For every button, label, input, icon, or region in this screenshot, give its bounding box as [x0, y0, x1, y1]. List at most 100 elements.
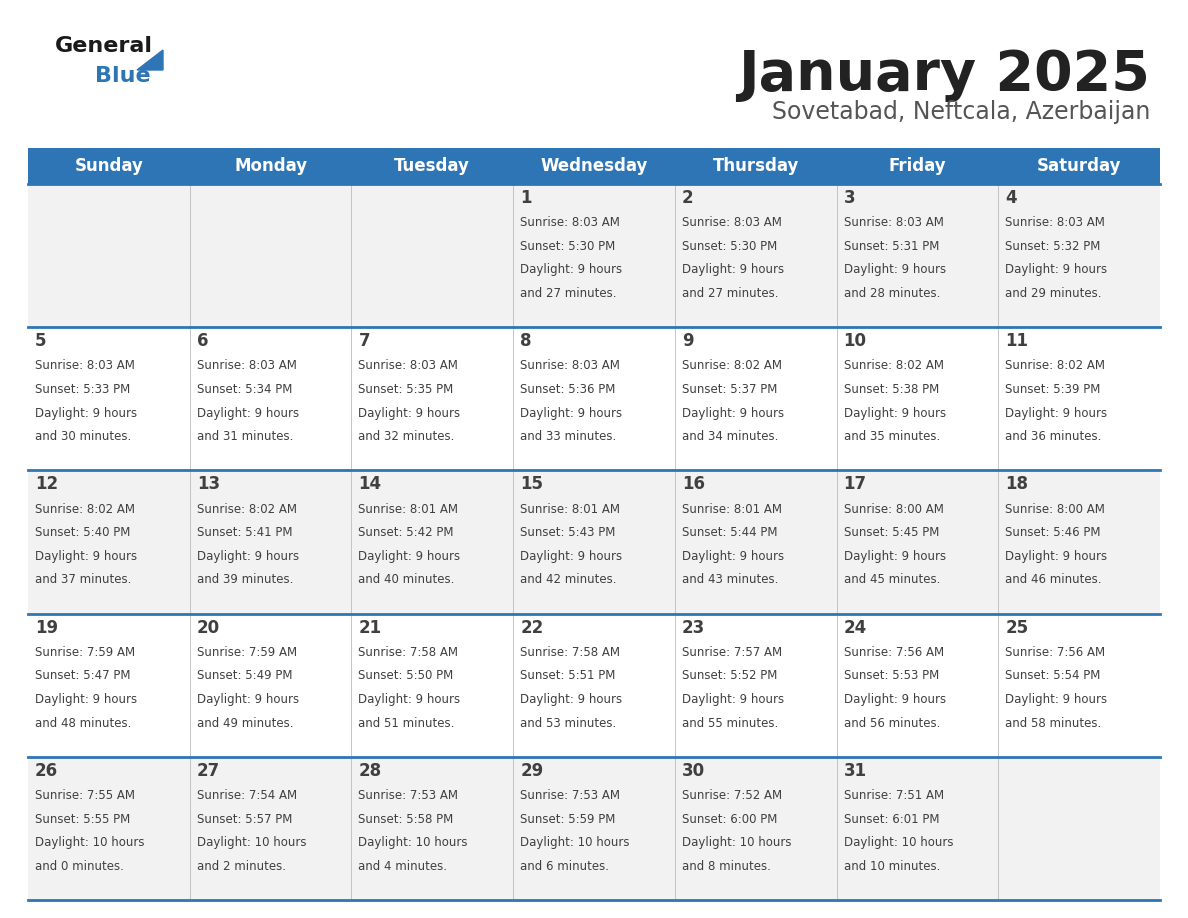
Text: and 31 minutes.: and 31 minutes.	[197, 431, 293, 443]
Text: Sunrise: 8:03 AM: Sunrise: 8:03 AM	[520, 360, 620, 373]
Text: Sunrise: 8:03 AM: Sunrise: 8:03 AM	[359, 360, 459, 373]
Text: 20: 20	[197, 619, 220, 636]
Text: 22: 22	[520, 619, 543, 636]
Text: 5: 5	[34, 332, 46, 350]
Text: Daylight: 9 hours: Daylight: 9 hours	[520, 550, 623, 563]
Text: and 28 minutes.: and 28 minutes.	[843, 287, 940, 300]
Text: Sunset: 5:58 PM: Sunset: 5:58 PM	[359, 812, 454, 825]
Text: Daylight: 9 hours: Daylight: 9 hours	[682, 550, 784, 563]
Text: 10: 10	[843, 332, 866, 350]
Text: Sunrise: 8:02 AM: Sunrise: 8:02 AM	[1005, 360, 1105, 373]
Text: Sunset: 5:36 PM: Sunset: 5:36 PM	[520, 383, 615, 396]
Text: and 2 minutes.: and 2 minutes.	[197, 860, 286, 873]
Text: Sunset: 5:30 PM: Sunset: 5:30 PM	[520, 240, 615, 252]
Text: Sunset: 6:00 PM: Sunset: 6:00 PM	[682, 812, 777, 825]
Text: Sunrise: 7:58 AM: Sunrise: 7:58 AM	[520, 645, 620, 659]
Text: Daylight: 9 hours: Daylight: 9 hours	[843, 407, 946, 420]
Text: Friday: Friday	[889, 157, 946, 175]
Text: 18: 18	[1005, 476, 1029, 493]
Text: Tuesday: Tuesday	[394, 157, 470, 175]
Bar	[29, 613, 1159, 756]
Text: Daylight: 9 hours: Daylight: 9 hours	[520, 263, 623, 276]
Text: Sunset: 5:52 PM: Sunset: 5:52 PM	[682, 669, 777, 682]
Text: Monday: Monday	[234, 157, 308, 175]
Text: 12: 12	[34, 476, 58, 493]
Text: and 36 minutes.: and 36 minutes.	[1005, 431, 1101, 443]
Text: Sunrise: 7:58 AM: Sunrise: 7:58 AM	[359, 645, 459, 659]
Text: and 30 minutes.: and 30 minutes.	[34, 431, 131, 443]
Text: Sunset: 5:45 PM: Sunset: 5:45 PM	[843, 526, 939, 539]
Text: Sunrise: 7:57 AM: Sunrise: 7:57 AM	[682, 645, 782, 659]
Text: Daylight: 9 hours: Daylight: 9 hours	[197, 407, 299, 420]
Bar	[29, 327, 1159, 470]
Text: Sunday: Sunday	[75, 157, 144, 175]
Text: Daylight: 10 hours: Daylight: 10 hours	[34, 836, 145, 849]
Text: 2: 2	[682, 189, 694, 207]
Text: and 4 minutes.: and 4 minutes.	[359, 860, 448, 873]
Text: Sunrise: 7:54 AM: Sunrise: 7:54 AM	[197, 789, 297, 802]
Text: 26: 26	[34, 762, 58, 779]
Text: Sunset: 5:30 PM: Sunset: 5:30 PM	[682, 240, 777, 252]
Text: and 49 minutes.: and 49 minutes.	[197, 717, 293, 730]
Text: Sunset: 5:59 PM: Sunset: 5:59 PM	[520, 812, 615, 825]
Text: 28: 28	[359, 762, 381, 779]
Text: Sunset: 5:51 PM: Sunset: 5:51 PM	[520, 669, 615, 682]
Text: Sunrise: 8:03 AM: Sunrise: 8:03 AM	[843, 217, 943, 230]
Text: 25: 25	[1005, 619, 1029, 636]
Text: 23: 23	[682, 619, 706, 636]
Text: Daylight: 9 hours: Daylight: 9 hours	[1005, 693, 1107, 706]
Text: Daylight: 9 hours: Daylight: 9 hours	[1005, 263, 1107, 276]
Text: Daylight: 10 hours: Daylight: 10 hours	[197, 836, 307, 849]
Text: 14: 14	[359, 476, 381, 493]
Text: Sunrise: 8:02 AM: Sunrise: 8:02 AM	[197, 503, 297, 516]
Text: Sunrise: 7:51 AM: Sunrise: 7:51 AM	[843, 789, 943, 802]
Text: Thursday: Thursday	[713, 157, 798, 175]
Text: Sunset: 5:35 PM: Sunset: 5:35 PM	[359, 383, 454, 396]
Text: and 8 minutes.: and 8 minutes.	[682, 860, 771, 873]
Text: and 43 minutes.: and 43 minutes.	[682, 574, 778, 587]
Text: Sunrise: 8:03 AM: Sunrise: 8:03 AM	[34, 360, 135, 373]
Text: Sunrise: 7:56 AM: Sunrise: 7:56 AM	[843, 645, 943, 659]
Text: and 46 minutes.: and 46 minutes.	[1005, 574, 1101, 587]
Text: 13: 13	[197, 476, 220, 493]
Text: 27: 27	[197, 762, 220, 779]
Text: 6: 6	[197, 332, 208, 350]
Text: Sunset: 5:41 PM: Sunset: 5:41 PM	[197, 526, 292, 539]
Text: 16: 16	[682, 476, 704, 493]
Text: 19: 19	[34, 619, 58, 636]
Text: Daylight: 10 hours: Daylight: 10 hours	[520, 836, 630, 849]
Text: Daylight: 9 hours: Daylight: 9 hours	[682, 407, 784, 420]
Text: Sunrise: 7:59 AM: Sunrise: 7:59 AM	[197, 645, 297, 659]
Bar	[29, 148, 1159, 184]
Text: Sunset: 5:39 PM: Sunset: 5:39 PM	[1005, 383, 1100, 396]
Text: and 39 minutes.: and 39 minutes.	[197, 574, 293, 587]
Text: Daylight: 9 hours: Daylight: 9 hours	[682, 693, 784, 706]
Text: Sunrise: 8:02 AM: Sunrise: 8:02 AM	[682, 360, 782, 373]
Text: General: General	[55, 36, 153, 56]
Text: Sunrise: 7:53 AM: Sunrise: 7:53 AM	[359, 789, 459, 802]
Text: Sunset: 5:43 PM: Sunset: 5:43 PM	[520, 526, 615, 539]
Text: Sunrise: 8:02 AM: Sunrise: 8:02 AM	[843, 360, 943, 373]
Text: Sunrise: 8:00 AM: Sunrise: 8:00 AM	[1005, 503, 1105, 516]
Text: Sunrise: 8:03 AM: Sunrise: 8:03 AM	[682, 217, 782, 230]
Text: Sunset: 5:34 PM: Sunset: 5:34 PM	[197, 383, 292, 396]
Text: 11: 11	[1005, 332, 1029, 350]
Text: Sunrise: 8:03 AM: Sunrise: 8:03 AM	[197, 360, 297, 373]
Text: and 35 minutes.: and 35 minutes.	[843, 431, 940, 443]
Text: and 32 minutes.: and 32 minutes.	[359, 431, 455, 443]
Text: Daylight: 9 hours: Daylight: 9 hours	[197, 550, 299, 563]
Text: Daylight: 9 hours: Daylight: 9 hours	[34, 407, 137, 420]
Text: Sunset: 5:33 PM: Sunset: 5:33 PM	[34, 383, 131, 396]
Text: and 27 minutes.: and 27 minutes.	[682, 287, 778, 300]
Text: Sunset: 5:50 PM: Sunset: 5:50 PM	[359, 669, 454, 682]
Text: Saturday: Saturday	[1037, 157, 1121, 175]
Text: and 45 minutes.: and 45 minutes.	[843, 574, 940, 587]
Text: Sunrise: 8:03 AM: Sunrise: 8:03 AM	[1005, 217, 1105, 230]
Text: 31: 31	[843, 762, 867, 779]
Text: Sunset: 5:57 PM: Sunset: 5:57 PM	[197, 812, 292, 825]
Text: Blue: Blue	[95, 66, 151, 86]
Text: Sunset: 5:31 PM: Sunset: 5:31 PM	[843, 240, 939, 252]
Text: 1: 1	[520, 189, 532, 207]
Text: Daylight: 9 hours: Daylight: 9 hours	[34, 693, 137, 706]
Text: Sunset: 5:40 PM: Sunset: 5:40 PM	[34, 526, 131, 539]
